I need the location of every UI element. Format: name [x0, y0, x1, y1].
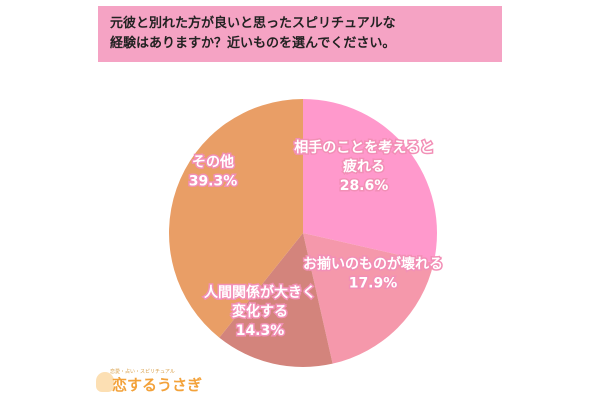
slice-value-label: 28.6% [340, 178, 389, 194]
slice-category-label: 人間関係が大きく [204, 284, 316, 301]
slice-label-group-2: お揃いのものが壊れる 17.9% [302, 254, 445, 293]
slice-value-label: 14.3% [236, 323, 285, 339]
slice-category-label: 疲れる [343, 158, 385, 175]
pie-slice-2 [303, 233, 434, 364]
question-title: 元彼と別れた方が良いと思ったスピリチュアルな 経験はありますか？近いものを選んで… [110, 16, 396, 51]
rabbit-icon [96, 372, 114, 392]
brand-logo: 恋愛・占い・スピリチュアル 恋するうさぎ [96, 366, 206, 396]
slice-category-label: 変化する [232, 303, 288, 320]
slice-label-group-4: その他 39.3% [187, 152, 239, 191]
brand-tagline: 恋愛・占い・スピリチュアル [110, 369, 175, 375]
pie-slice-1 [303, 99, 437, 263]
slice-category-label: 相手のことを考えると [294, 139, 434, 156]
pie-slice-3 [219, 233, 333, 367]
slice-value-label: 39.3% [189, 174, 238, 190]
pie-slice-4 [169, 99, 303, 338]
question-banner: 元彼と別れた方が良いと思ったスピリチュアルな 経験はありますか？近いものを選んで… [98, 6, 502, 62]
brand-name: 恋するうさぎ [112, 376, 203, 394]
slice-value-label: 17.9% [349, 276, 398, 292]
slice-category-label: お揃いのものが壊れる [303, 256, 443, 273]
slice-category-label: その他 [192, 154, 234, 171]
